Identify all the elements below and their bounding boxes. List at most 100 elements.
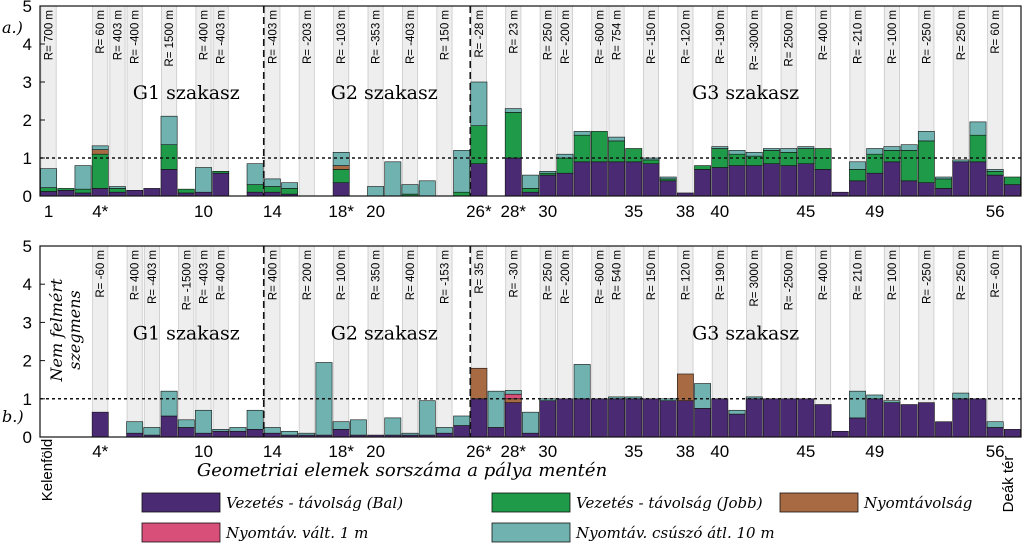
plot-frame: [39, 5, 1022, 197]
bar-bal: [986, 427, 1004, 438]
bar-nyt: [91, 149, 109, 155]
bar-csuszo: [608, 136, 625, 142]
bar-csuszo: [195, 409, 212, 434]
bar-csuszo: [332, 152, 350, 166]
radius-label: R= 60 m: [990, 10, 1002, 54]
bar-nyt: [504, 398, 522, 403]
bar-csuszo: [212, 429, 230, 432]
bar-jobb: [849, 169, 866, 182]
bar-bal: [883, 402, 901, 438]
bar-csuszo: [763, 148, 780, 151]
y-tick-label: 1: [23, 390, 32, 409]
bar-bal: [849, 180, 866, 197]
y-tick-label: 5: [23, 0, 32, 16]
bar-jobb: [91, 153, 109, 189]
bar-csuszo: [384, 161, 402, 197]
bar-bal: [212, 172, 230, 197]
radius-label: R= 35 m: [474, 250, 486, 294]
bar-csuszo: [745, 152, 763, 157]
bar-bal: [763, 163, 780, 197]
radius-label: R= -203 m: [302, 10, 314, 64]
bar-bal: [160, 415, 178, 438]
radius-label: R= -1500 m: [181, 250, 193, 310]
bar-bal: [969, 398, 987, 438]
x-tick-label: 45: [796, 202, 815, 221]
x-tick-label: 38: [676, 442, 695, 461]
radius-label: R= 200 m: [302, 250, 314, 300]
bar-csuszo: [883, 400, 901, 403]
bar-jobb: [332, 169, 350, 183]
bar-csuszo: [504, 390, 522, 395]
bar-csuszo: [986, 169, 1004, 172]
x-tick-label: 14: [263, 202, 282, 221]
bar-bal: [866, 172, 884, 197]
radius-label: R= -400 m: [130, 10, 142, 64]
radius-label: R= -403 m: [199, 250, 211, 304]
bar-csuszo: [883, 146, 901, 151]
bar-bal: [780, 165, 798, 197]
unmeasured-label-line1: Nem felmért: [47, 278, 66, 383]
radius-label: R= 250 m: [956, 250, 968, 300]
radius-label: R= 250 m: [543, 250, 555, 300]
y-tick-label: 0: [23, 187, 32, 206]
radius-label: R= -210 m: [853, 10, 865, 64]
right-station-label: Deák tér: [1000, 456, 1017, 513]
bar-bal: [849, 417, 866, 438]
bar-csuszo: [401, 432, 419, 436]
bar-csuszo: [195, 167, 212, 193]
bar-bal: [504, 402, 522, 438]
bar-csuszo: [367, 186, 385, 197]
radius-label: R= 754 m: [612, 10, 624, 60]
panel-label: a.): [2, 18, 23, 37]
y-tick-label: 3: [23, 73, 32, 92]
x-tick-label: 26*: [466, 202, 492, 221]
panel-a: G1 szakasz G2 szakasz G3 szakasz R= 700 m R=…: [2, 0, 1022, 221]
bar-jobb: [40, 187, 58, 192]
bar-csuszo: [470, 81, 488, 127]
bar-bal: [590, 161, 608, 197]
legend-swatch-jobb: [491, 492, 571, 513]
bar-jobb: [281, 188, 298, 195]
bar-jobb: [763, 150, 780, 164]
radius-label: R= -190 m: [715, 10, 727, 64]
x-axis-title: Geometriai elemek sorszáma a pálya menté…: [197, 460, 607, 481]
bar-jobb: [625, 148, 643, 163]
bar-bal: [91, 188, 109, 197]
section-label: G1 szakasz: [133, 323, 240, 345]
radius-label: R= 250 m: [956, 10, 968, 60]
bar-bal: [900, 404, 918, 438]
legend-label-bal: Vezetés - távolság (Bal): [226, 494, 403, 512]
bar-bal: [952, 398, 970, 438]
bar-csuszo: [522, 411, 539, 434]
y-tick-label: 1: [23, 149, 32, 168]
bar-csuszo: [659, 398, 677, 402]
x-tick-label: 49: [865, 442, 884, 461]
radius-label: R= 150 m: [439, 10, 451, 60]
bar-bal: [573, 161, 591, 197]
legend-label-valt: Nyomtáv. vált. 1 m: [225, 524, 368, 542]
radius-label: R= -403 m: [216, 10, 228, 64]
bar-bal: [143, 188, 161, 197]
radius-label: R= 403 m: [112, 10, 124, 60]
radius-label: R= 1500 m: [164, 10, 176, 67]
bar-csuszo: [573, 131, 591, 136]
x-tick-label: 10: [194, 202, 213, 221]
bar-bal: [935, 421, 952, 438]
bar-jobb: [1003, 176, 1021, 185]
bar-csuszo: [504, 108, 522, 113]
bar-bal: [814, 169, 832, 197]
bar-jobb: [780, 152, 798, 166]
bar-csuszo: [539, 171, 557, 174]
bar-jobb: [57, 188, 75, 191]
section-label: G2 szakasz: [331, 82, 438, 104]
bar-csuszo: [866, 148, 884, 155]
section-label: G3 szakasz: [692, 82, 799, 104]
bar-bal: [711, 398, 729, 438]
section-label: G2 szakasz: [331, 323, 438, 345]
y-tick-label: 2: [23, 352, 32, 371]
bar-jobb: [694, 165, 712, 170]
x-tick-label: 28*: [501, 202, 527, 221]
bar-jobb: [160, 144, 178, 170]
bar-csuszo: [522, 174, 539, 189]
side-labels: Kelenföld Deák tér Nem felmért szegmens: [39, 278, 1017, 512]
